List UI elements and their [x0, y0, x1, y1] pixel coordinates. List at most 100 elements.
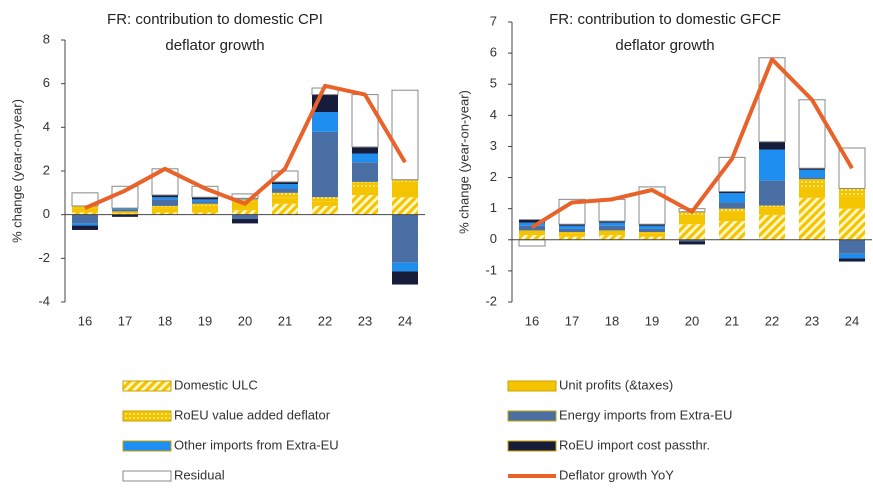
- y-tick-label: 2: [490, 169, 497, 184]
- bar-segment: [839, 253, 865, 259]
- bar-segment: [232, 210, 258, 215]
- bar-segment: [839, 188, 865, 197]
- y-tick-label: -2: [485, 293, 497, 308]
- legend-swatch: [507, 410, 557, 422]
- bar-segment: [152, 195, 178, 198]
- bar-segment: [599, 225, 625, 231]
- bar-segment: [391, 89, 419, 181]
- y-axis-label: % change (year-on-year): [456, 90, 471, 234]
- bar-segment: [679, 241, 705, 245]
- bar-segment: [192, 205, 218, 213]
- bar-segment: [839, 208, 865, 240]
- bar-segment: [679, 239, 705, 242]
- x-tick-label: 18: [158, 313, 172, 328]
- y-tick-label: 0: [490, 231, 497, 246]
- bar-segment: [559, 225, 585, 229]
- y-tick-label: 8: [43, 31, 50, 46]
- y-tick-label: 4: [43, 119, 50, 134]
- bar-segment: [559, 224, 585, 226]
- x-tick-label: 17: [565, 313, 579, 328]
- legend-swatch: [122, 410, 172, 422]
- bar-segment: [232, 199, 258, 202]
- x-tick-label: 21: [725, 313, 739, 328]
- bar-segment: [392, 214, 418, 263]
- x-tick-label: 22: [318, 313, 332, 328]
- x-tick-label: 19: [198, 313, 212, 328]
- bar-segment: [192, 201, 218, 204]
- bar-segment: [72, 223, 98, 226]
- bar-segment: [518, 239, 546, 247]
- bar-segment: [839, 239, 865, 254]
- bar-segment: [758, 57, 786, 143]
- bar-segment: [759, 141, 785, 150]
- bar-segment: [232, 201, 258, 211]
- bar-segment: [152, 199, 178, 206]
- legend-label: Deflator growth YoY: [559, 467, 674, 482]
- bar-segment: [759, 208, 785, 215]
- bar-segment: [719, 211, 745, 222]
- bar-segment: [719, 191, 745, 194]
- x-tick-label: 20: [238, 313, 252, 328]
- bar-segment: [839, 258, 865, 262]
- bar-segment: [599, 232, 625, 236]
- bar-segment: [759, 180, 785, 206]
- bar-segment: [519, 222, 545, 226]
- bar-segment: [231, 193, 259, 199]
- y-tick-label: 7: [490, 13, 497, 28]
- bar-segment: [112, 211, 138, 213]
- bar-segment: [112, 213, 138, 215]
- bar-segment: [519, 225, 545, 231]
- chart-title: FR: contribution to domestic GFCF: [549, 11, 781, 28]
- bar-segment: [559, 228, 585, 232]
- bar-segment: [599, 221, 625, 223]
- bar-segment: [312, 197, 338, 202]
- legend-swatch: [122, 470, 172, 482]
- x-tick-label: 23: [805, 313, 819, 328]
- legend-label: Other imports from Extra-EU: [174, 437, 339, 452]
- bar-segment: [719, 208, 745, 212]
- bar-segment: [72, 208, 98, 213]
- legend-label: Energy imports from Extra-EU: [559, 407, 732, 422]
- bar-segment: [679, 224, 705, 240]
- x-tick-label: 19: [645, 313, 659, 328]
- bar-segment: [112, 209, 138, 212]
- x-tick-label: 20: [685, 313, 699, 328]
- bar-segment: [232, 219, 258, 224]
- bar-segment: [599, 235, 625, 240]
- bar-segment: [72, 225, 98, 230]
- bar-segment: [312, 205, 338, 215]
- y-tick-label: -4: [38, 293, 50, 308]
- legend-swatch: [507, 440, 557, 452]
- bar-segment: [192, 203, 218, 206]
- y-tick-label: 2: [43, 162, 50, 177]
- bar-segment: [599, 222, 625, 226]
- legend-label: Unit profits (&taxes): [559, 377, 673, 392]
- bar-segment: [719, 202, 745, 209]
- legend-label: Domestic ULC: [174, 377, 258, 392]
- x-tick-label: 16: [525, 313, 539, 328]
- bar-segment: [72, 212, 98, 215]
- y-tick-label: 3: [490, 138, 497, 153]
- x-tick-label: 24: [398, 313, 412, 328]
- bar-segment: [799, 179, 825, 189]
- y-tick-label: 5: [490, 76, 497, 91]
- bar-segment: [232, 198, 258, 200]
- bar-segment: [352, 153, 378, 163]
- bar-segment: [392, 271, 418, 285]
- bar-segment: [598, 198, 626, 222]
- bar-segment: [352, 146, 378, 154]
- y-axis-label: % change (year-on-year): [9, 99, 24, 243]
- x-tick-label: 17: [118, 313, 132, 328]
- bar-segment: [759, 149, 785, 181]
- bar-segment: [719, 221, 745, 240]
- x-tick-label: 24: [845, 313, 859, 328]
- bar-segment: [112, 212, 138, 214]
- bar-segment: [312, 112, 338, 132]
- y-tick-label: 6: [43, 75, 50, 90]
- bar-segment: [232, 214, 258, 220]
- x-tick-label: 16: [78, 313, 92, 328]
- bar-segment: [759, 205, 785, 209]
- bar-segment: [639, 224, 665, 226]
- bar-segment: [272, 203, 298, 215]
- bar-segment: [352, 188, 378, 196]
